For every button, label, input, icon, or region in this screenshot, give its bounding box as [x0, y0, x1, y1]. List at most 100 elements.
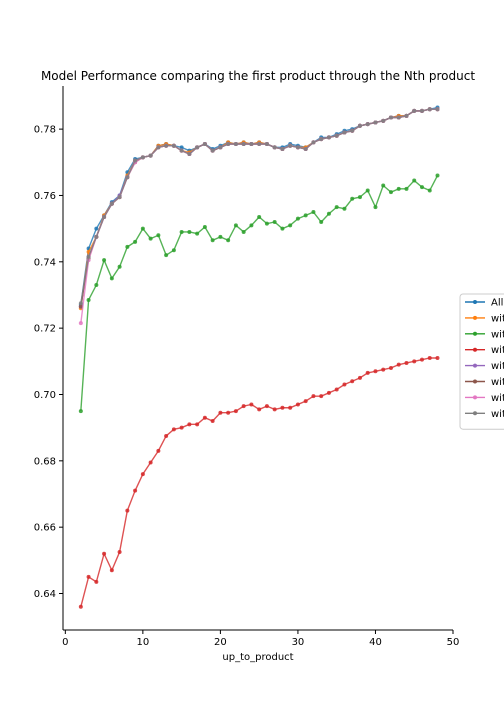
series-2-point-47 — [427, 188, 432, 193]
series-7-point-3 — [86, 254, 91, 259]
series-2-point-35 — [334, 205, 339, 210]
series-3-point-39 — [365, 370, 370, 375]
series-3-point-18 — [202, 415, 207, 420]
series-2-point-30 — [295, 216, 300, 221]
x-tick-label-50: 50 — [447, 637, 460, 648]
series-3-point-33 — [319, 394, 324, 399]
legend-item-3: wit — [465, 345, 504, 356]
series-2-point-46 — [419, 185, 424, 190]
series-7-point-8 — [125, 175, 130, 180]
series-3-point-7 — [117, 550, 122, 555]
series-3-point-14 — [171, 427, 176, 432]
series-5-line — [80, 108, 438, 307]
series-3-point-15 — [179, 425, 184, 430]
y-tick-label-0.76: 0.76 — [34, 191, 56, 202]
series-2-point-27 — [272, 220, 277, 224]
series-0 — [78, 105, 440, 307]
series-7 — [78, 107, 440, 306]
series-3-point-8 — [125, 508, 130, 513]
series-3-point-9 — [133, 488, 138, 493]
x-tick-label-10: 10 — [136, 637, 149, 648]
series-2-point-6 — [109, 276, 114, 281]
legend-label-6: wit — [491, 393, 504, 404]
series-2-point-25 — [257, 215, 262, 220]
series-3-point-46 — [419, 357, 424, 362]
series-3-point-37 — [350, 379, 355, 384]
series-3-point-34 — [326, 390, 331, 395]
legend-item-2: wit — [465, 329, 504, 340]
series-2-point-38 — [357, 195, 362, 200]
y-tick-label-0.68: 0.68 — [34, 456, 56, 467]
y-tick-label-0.70: 0.70 — [34, 390, 56, 401]
series-3-point-3 — [86, 574, 91, 579]
series-3-line — [80, 357, 438, 607]
series-7-point-42 — [388, 115, 393, 120]
series-7-point-41 — [381, 118, 386, 123]
series-2-point-2 — [78, 409, 83, 414]
legend-label-2: wit — [491, 329, 504, 340]
series-7-point-2 — [78, 301, 83, 306]
series-7-point-25 — [257, 142, 262, 147]
series-2-point-24 — [249, 223, 254, 228]
series-3-point-11 — [148, 460, 153, 465]
series-7-point-31 — [303, 147, 308, 152]
series-2-point-29 — [288, 223, 293, 228]
series-2-point-40 — [373, 205, 378, 210]
series-7-point-38 — [357, 123, 362, 128]
series-3-point-13 — [164, 433, 169, 438]
series-7-point-35 — [334, 133, 339, 138]
series-2-point-17 — [195, 231, 200, 236]
legend-label-1: wit — [491, 313, 504, 324]
legend-item-6: wit — [465, 393, 504, 404]
legend-item-5: wit — [465, 377, 504, 388]
series-7-point-9 — [133, 158, 138, 163]
series-7-point-21 — [226, 142, 231, 147]
series-7-point-34 — [326, 135, 331, 140]
series-3-point-47 — [427, 356, 432, 360]
series-7-point-18 — [202, 142, 207, 147]
series-3-point-23 — [241, 404, 246, 409]
series-7-point-16 — [187, 152, 192, 156]
series-7-point-23 — [241, 142, 246, 147]
series-7-point-43 — [396, 115, 401, 120]
series-7-point-29 — [288, 143, 293, 148]
series-2 — [78, 173, 440, 414]
series-2-point-28 — [280, 226, 285, 231]
series-3-point-45 — [412, 359, 417, 364]
series-7-point-19 — [210, 148, 215, 153]
series-7-point-15 — [179, 148, 184, 153]
chart-title: Model Performance comparing the first pr… — [41, 69, 475, 83]
series-3-point-25 — [257, 407, 262, 412]
series-2-point-37 — [350, 196, 355, 201]
x-tick-label-0: 0 — [62, 637, 68, 648]
series-2-point-45 — [412, 178, 417, 183]
series-7-point-12 — [156, 145, 161, 150]
series-3-point-28 — [280, 405, 285, 410]
series-2-line — [80, 175, 439, 412]
series-3-point-43 — [396, 362, 401, 367]
x-axis-title: up_to_product — [222, 652, 293, 663]
series-3 — [78, 356, 440, 609]
series-3-point-29 — [288, 405, 293, 410]
y-tick-label-0.78: 0.78 — [34, 125, 56, 136]
series-2-point-14 — [171, 248, 176, 253]
series-7-point-28 — [280, 147, 285, 152]
series-0-point-15 — [179, 145, 184, 150]
plot-area — [78, 105, 440, 609]
series-3-point-5 — [102, 551, 107, 556]
series-2-point-39 — [365, 188, 370, 193]
series-2-point-32 — [311, 210, 316, 215]
series-4 — [78, 107, 440, 309]
series-3-point-19 — [210, 419, 215, 424]
series-7-point-17 — [195, 145, 200, 150]
series-7-point-45 — [412, 108, 417, 113]
series-7-point-24 — [249, 142, 254, 147]
series-7-point-36 — [342, 130, 347, 135]
series-2-point-10 — [140, 226, 145, 231]
series-3-point-4 — [94, 579, 99, 584]
series-3-point-24 — [249, 402, 254, 407]
legend-label-3: wit — [491, 345, 504, 356]
series-7-point-47 — [427, 107, 432, 112]
legend-marker-1 — [473, 315, 477, 320]
series-7-point-40 — [373, 120, 378, 125]
